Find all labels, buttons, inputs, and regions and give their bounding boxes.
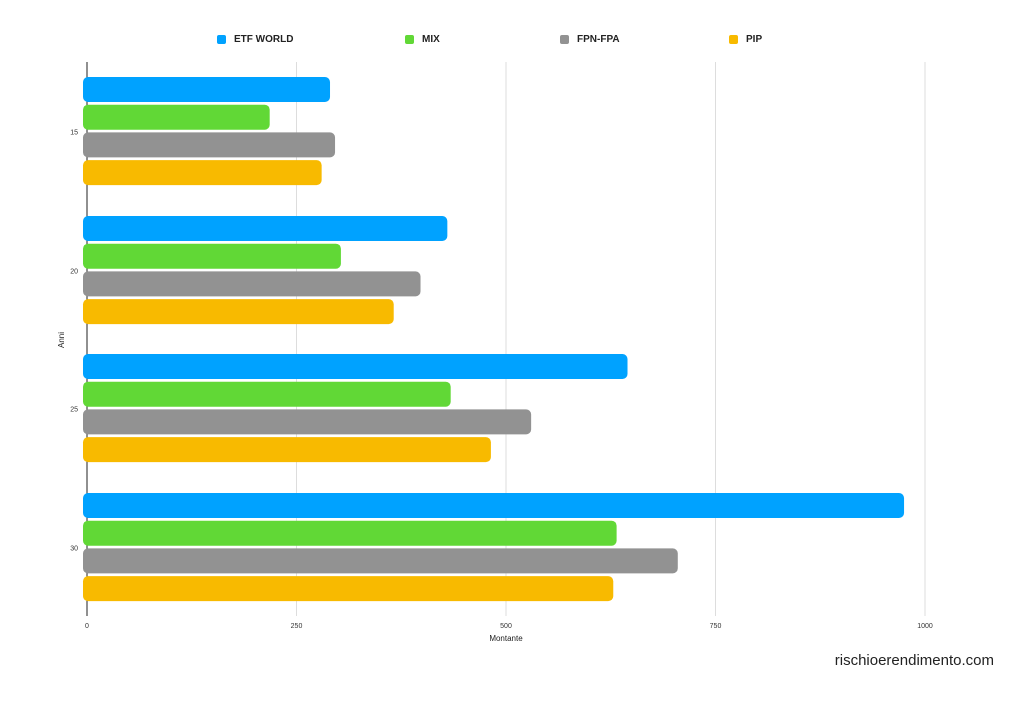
bar xyxy=(83,132,336,158)
x-tick-label: 0 xyxy=(85,623,89,630)
bar xyxy=(83,437,491,463)
x-axis-title: Montante xyxy=(489,634,523,643)
bar xyxy=(83,271,421,297)
bar xyxy=(83,520,617,546)
x-tick-label: 500 xyxy=(500,623,512,630)
y-tick-label: 15 xyxy=(70,129,78,136)
bar xyxy=(83,409,532,435)
bar xyxy=(83,299,394,325)
bar xyxy=(83,576,614,602)
legend-swatch xyxy=(405,35,414,44)
bar xyxy=(83,104,270,130)
source-credit: rischioerendimento.com xyxy=(834,652,994,669)
bar xyxy=(83,381,451,407)
y-axis-title: Anni xyxy=(57,332,66,348)
legend-swatch xyxy=(729,35,738,44)
y-tick-label: 30 xyxy=(70,545,78,552)
x-tick-label: 1000 xyxy=(917,623,933,630)
x-tick-label: 250 xyxy=(291,623,303,630)
bar xyxy=(83,548,678,574)
bar xyxy=(83,243,341,269)
legend-swatch xyxy=(217,35,226,44)
y-tick-label: 25 xyxy=(70,406,78,413)
bar xyxy=(83,216,448,241)
legend-item: PIP xyxy=(729,34,762,45)
bar xyxy=(83,160,322,186)
legend-swatch xyxy=(560,35,569,44)
bar xyxy=(83,77,331,102)
legend-item: MIX xyxy=(405,34,440,45)
legend-label: PIP xyxy=(746,34,763,45)
bar xyxy=(83,493,905,518)
y-tick-label: 20 xyxy=(70,268,78,275)
legend-label: ETF WORLD xyxy=(234,34,294,45)
legend-label: MIX xyxy=(422,34,440,45)
legend-item: ETF WORLD xyxy=(217,34,293,45)
legend-item: FPN-FPA xyxy=(560,34,620,45)
legend-label: FPN-FPA xyxy=(577,34,620,45)
chart-legend: ETF WORLD MIX FPN-FPA PIP xyxy=(0,34,1023,50)
x-tick-label: 750 xyxy=(710,623,722,630)
bar xyxy=(83,354,628,379)
